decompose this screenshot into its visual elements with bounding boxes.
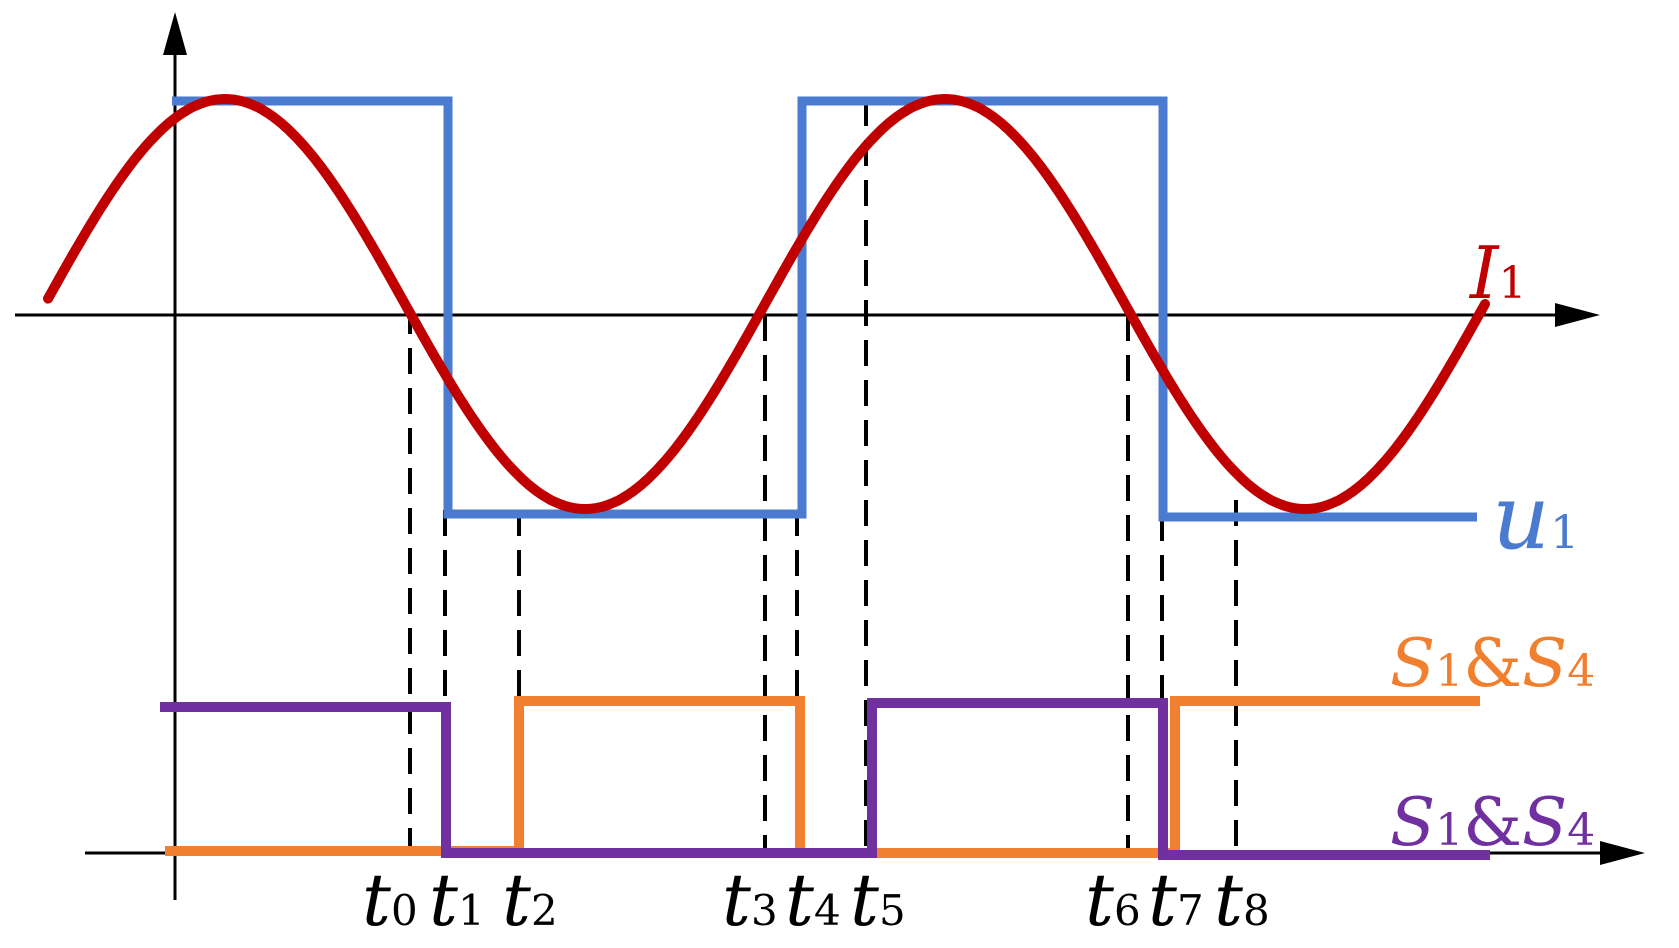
time-label-t5: t5 bbox=[850, 858, 906, 942]
time-label-t2: t2 bbox=[502, 858, 558, 942]
voltage-label: u1 bbox=[1492, 465, 1579, 570]
time-label-t0: t0 bbox=[362, 858, 418, 942]
switch-purple-label: S1&S4 bbox=[1390, 784, 1595, 861]
switch-purple-waveform bbox=[160, 698, 1490, 860]
time-label-t4: t4 bbox=[785, 858, 841, 942]
time-label-t7: t7 bbox=[1148, 858, 1204, 942]
switch-orange-label: S1&S4 bbox=[1390, 625, 1595, 702]
time-label-t1: t1 bbox=[429, 858, 485, 942]
current-label: I1 bbox=[1468, 231, 1526, 315]
switch-orange-waveform bbox=[165, 696, 1480, 858]
x-axis-upper-arrow bbox=[1555, 303, 1600, 327]
y-axis-arrow bbox=[163, 12, 187, 55]
time-mark-labels: t0 t1 t2 t3 t4 t5 t6 t7 t8 bbox=[362, 858, 1270, 942]
axes bbox=[15, 12, 1645, 900]
time-label-t8: t8 bbox=[1214, 858, 1270, 942]
time-label-t3: t3 bbox=[722, 858, 778, 942]
voltage-waveform bbox=[172, 96, 1477, 522]
current-waveform bbox=[43, 93, 1490, 515]
x-axis-lower-arrow bbox=[1600, 841, 1645, 865]
time-label-t6: t6 bbox=[1085, 858, 1141, 942]
